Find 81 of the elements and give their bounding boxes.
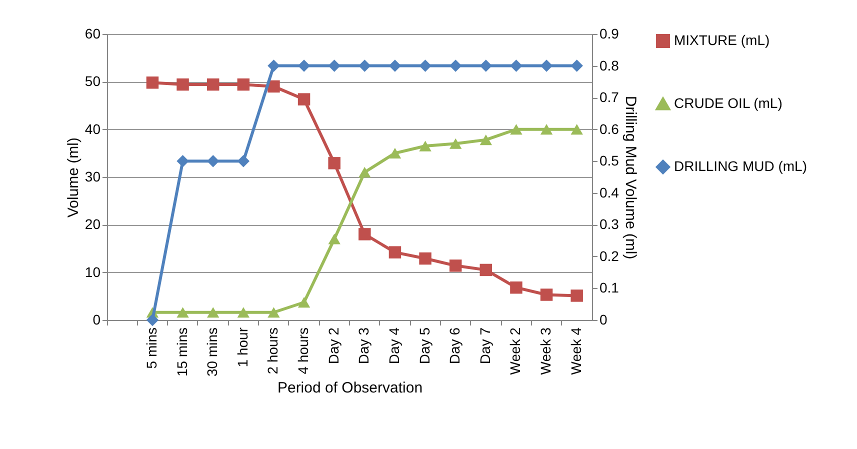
x-tick-label: Day 2 (325, 327, 342, 364)
x-tick-label: Day 4 (386, 327, 402, 364)
y-tick-label: 30 (84, 168, 101, 184)
y2-tick-label: 0.7 (600, 89, 620, 106)
y2-axis-title: Drilling Mud Volume (ml) (622, 96, 639, 260)
y-tick-label: 10 (84, 264, 101, 280)
point (146, 76, 159, 89)
point (480, 264, 492, 276)
point (388, 60, 402, 72)
y2-tick-label: 0.8 (600, 57, 620, 74)
y2-tick-label: 0.1 (600, 280, 620, 296)
point (206, 154, 220, 168)
point (480, 60, 492, 72)
point (328, 60, 340, 72)
y2-tick-label: 0 (600, 312, 608, 328)
point (449, 60, 462, 72)
point (480, 134, 492, 146)
point (176, 78, 189, 91)
point (237, 154, 250, 168)
x-tick-label: Day 3 (356, 327, 372, 364)
point (388, 246, 402, 258)
point (419, 140, 432, 152)
point (237, 78, 250, 91)
point (358, 166, 371, 178)
legend-label: MIXTURE (mL) (674, 32, 770, 48)
point (570, 124, 583, 135)
x-tick-label: Day 7 (476, 327, 493, 364)
point (146, 314, 159, 326)
point (268, 307, 280, 318)
y2-tick-label: 0.6 (600, 120, 620, 137)
point (206, 307, 220, 318)
point (237, 307, 250, 318)
x-tick-label: 15 mins (174, 328, 190, 377)
point (206, 78, 220, 91)
y-tick-label: 0 (92, 312, 101, 328)
point (570, 60, 583, 72)
y-axis-title: Volume (ml) (64, 137, 82, 218)
point (510, 124, 522, 135)
legend-label: CRUDE OIL (mL) (674, 95, 782, 111)
point (510, 60, 522, 72)
y-tick-label: 60 (84, 26, 101, 42)
x-tick-label: 30 mins (204, 328, 220, 377)
point (176, 154, 189, 168)
point (388, 148, 402, 158)
legend-label: DRILLING MUD (mL) (674, 158, 808, 174)
x-tick-label: Week 4 (568, 327, 584, 375)
x-tick-label: 2 hours (264, 328, 281, 374)
point (358, 60, 371, 72)
x-tick-label: 4 hours (295, 328, 312, 374)
point (328, 234, 340, 244)
y2-tick-label: 0.4 (600, 184, 620, 200)
y2-tick-label: 0.5 (600, 152, 620, 169)
y-tick-label: 50 (84, 73, 101, 90)
point (510, 281, 522, 294)
point (419, 60, 432, 72)
point (540, 288, 553, 301)
point (176, 307, 189, 318)
point (449, 138, 462, 149)
point (540, 124, 553, 135)
x-tick-label: Week 3 (538, 327, 554, 375)
point (570, 290, 583, 302)
x-axis-title: Period of Observation (277, 380, 423, 397)
x-tick-label: Day 5 (416, 327, 432, 364)
x-tick-label: 5 mins (143, 328, 160, 369)
y2-tick-label: 0.9 (600, 26, 620, 42)
y2-tick-label: 0.3 (600, 216, 620, 232)
y-tick-label: 40 (84, 120, 101, 137)
y2-tick-label: 0.2 (600, 248, 620, 264)
x-tick-label: Week 2 (507, 327, 524, 375)
point (419, 252, 432, 265)
y-tick-label: 20 (84, 216, 101, 232)
point (328, 157, 340, 170)
point (449, 260, 462, 272)
point (298, 60, 310, 72)
x-tick-label: Day 6 (446, 327, 463, 364)
point (298, 93, 310, 106)
x-tick-label: 1 hour (234, 327, 250, 368)
point (540, 60, 553, 72)
point (298, 297, 310, 308)
point (268, 60, 280, 72)
point (358, 228, 371, 240)
